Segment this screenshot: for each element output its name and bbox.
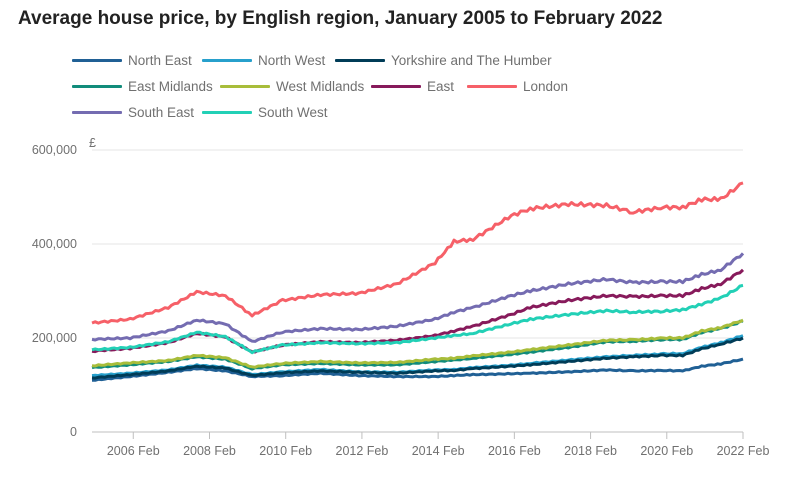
legend-label: Yorkshire and The Humber [391,53,552,68]
legend-label: East [427,79,455,94]
x-tick-label: 2018 Feb [564,444,617,458]
x-tick-label: 2006 Feb [107,444,160,458]
series-line-south-west [91,283,744,355]
y-tick-label: 400,000 [32,237,77,251]
legend-label: West Midlands [276,79,365,94]
legend-swatch [72,111,122,114]
legend-item-east-midlands[interactable]: East Midlands [72,79,213,94]
legend-swatch [202,59,252,62]
x-tick-label: 2020 Feb [640,444,693,458]
legend-item-north-west[interactable]: North West [202,53,325,68]
y-tick-label: 200,000 [32,331,77,345]
legend-swatch [371,85,421,88]
y-tick-label: 600,000 [32,143,77,157]
legend-item-south-west[interactable]: South West [202,105,328,120]
y-axis-unit-label: £ [89,136,96,150]
series-line-yorkshire-and-the-humber [91,336,744,380]
y-tick-label: 0 [70,425,77,439]
x-tick-label: 2012 Feb [336,444,389,458]
x-tick-label: 2010 Feb [259,444,312,458]
legend-swatch [335,59,385,62]
legend-swatch [72,85,122,88]
x-tick-label: 2022 Feb [717,444,770,458]
x-tick-label: 2014 Feb [412,444,465,458]
legend-item-north-east[interactable]: North East [72,53,192,68]
legend-label: South East [128,105,195,120]
legend-label: South West [258,105,328,120]
series-line-london [91,181,744,325]
legend-item-east[interactable]: East [371,79,454,94]
legend-swatch [220,85,270,88]
x-tick-label: 2008 Feb [183,444,236,458]
legend-swatch [467,85,517,88]
legend-item-west-midlands[interactable]: West Midlands [220,79,364,94]
series-line-west-midlands [91,318,744,369]
legend-swatch [72,59,122,62]
legend-label: East Midlands [128,79,213,94]
chart-title: Average house price, by English region, … [18,8,663,29]
legend-label: North West [258,53,326,68]
legend-item-south-east[interactable]: South East [72,105,194,120]
x-tick-label: 2016 Feb [488,444,541,458]
legend-label: London [523,79,569,94]
legend-item-yorkshire-and-the-humber[interactable]: Yorkshire and The Humber [335,53,552,68]
series-line-north-east [92,357,744,382]
legend-swatch [202,111,252,114]
legend-label: North East [128,53,192,68]
series-line-south-east [91,252,745,343]
legend-item-london[interactable]: London [467,79,568,94]
